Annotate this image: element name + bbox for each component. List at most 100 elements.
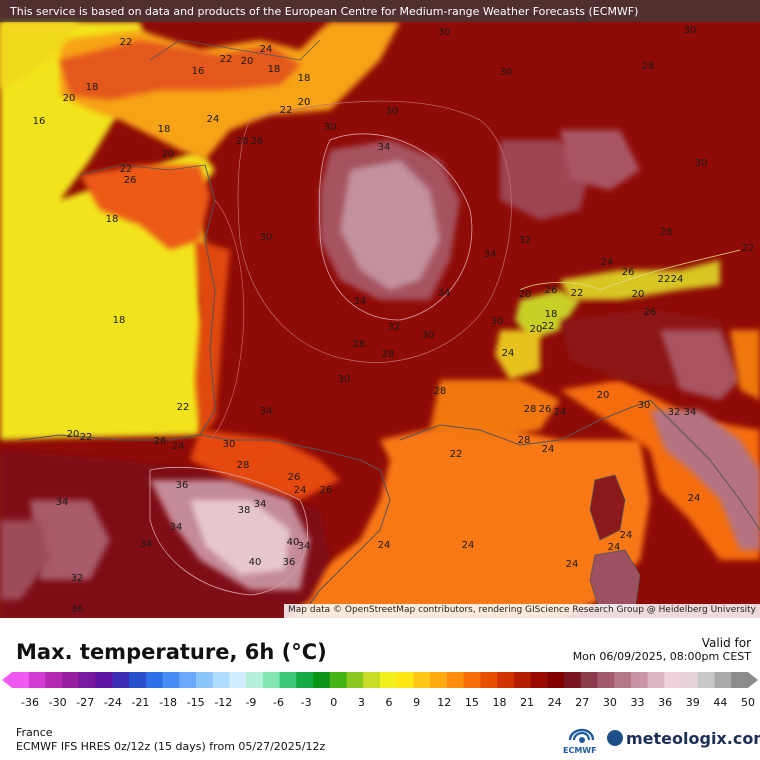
scale-tick-label: -36	[21, 696, 39, 709]
map-temp-label: 30	[222, 439, 236, 450]
legend-panel: Max. temperature, 6h (°C) Valid for Mon …	[0, 618, 760, 760]
scale-swatch	[480, 672, 498, 688]
ecmwf-logo-icon	[568, 728, 595, 743]
scale-tick-label: -21	[131, 696, 149, 709]
map-temp-label: 24	[377, 540, 391, 551]
map-temp-label: 24	[607, 542, 621, 553]
scale-swatch	[497, 672, 515, 688]
map-temp-label: 24	[171, 441, 185, 452]
scale-swatch	[697, 672, 716, 688]
map-temp-label: 28	[352, 339, 366, 350]
map-temp-label: 32	[518, 235, 532, 246]
scale-tick-label: -15	[187, 696, 205, 709]
valid-for-label: Valid for	[701, 636, 751, 650]
map-temp-label: 30	[385, 106, 399, 117]
scale-tick-label: 44	[713, 696, 727, 709]
map-temp-label: 18	[85, 82, 99, 93]
scale-swatch	[262, 672, 281, 688]
map-temp-label: 20	[518, 289, 532, 300]
map-temp-label: 22	[79, 432, 93, 443]
map-temp-label: 28	[433, 386, 447, 397]
scale-swatch	[145, 672, 164, 688]
legend-title: Max. temperature, 6h (°C)	[16, 640, 327, 664]
map-temp-label: 18	[112, 315, 126, 326]
scale-swatch	[112, 672, 130, 688]
map-temp-label: 28	[523, 404, 537, 415]
map-temp-label: 26	[538, 404, 552, 415]
map-temp-label: 20	[161, 149, 175, 160]
map-temp-label: 20	[596, 390, 610, 401]
map-temp-label: 20	[631, 289, 645, 300]
scale-swatch	[162, 672, 180, 688]
scale-swatch	[630, 672, 649, 688]
scale-swatch	[580, 672, 598, 688]
map-temp-label: 24	[501, 348, 515, 359]
scale-tick-label: 27	[575, 696, 589, 709]
map-temp-label: 22	[119, 164, 133, 175]
scale-swatch	[396, 672, 414, 688]
map-temp-label: 22	[176, 402, 190, 413]
scale-swatch	[279, 672, 297, 688]
map-temp-label: 24	[600, 257, 614, 268]
meteologix-logo[interactable]: meteologix.com	[607, 728, 760, 750]
map-temp-label: 36	[282, 557, 296, 568]
temperature-map[interactable]: 22 24 16 22 20 18 18 20 22 20 18 16 18 24 20 28 26 30 34 22…	[0, 0, 760, 618]
disclaimer-banner: This service is based on data and produc…	[0, 0, 760, 22]
scale-swatch	[647, 672, 665, 688]
map-temp-label: 30	[490, 316, 504, 327]
map-temp-label: 34	[683, 407, 697, 418]
region-label: France	[16, 726, 53, 739]
map-temp-label: 36	[175, 480, 189, 491]
scale-swatch	[614, 672, 632, 688]
scale-tick-label: -30	[49, 696, 67, 709]
map-temp-label: 16	[32, 116, 46, 127]
map-field	[0, 22, 760, 618]
scale-tick-label: -27	[76, 696, 94, 709]
map-temp-label: 34	[169, 522, 183, 533]
meteologix-globe-icon	[607, 730, 623, 746]
scale-tick-label: 33	[631, 696, 645, 709]
map-temp-label: 30	[421, 330, 435, 341]
scale-tick-label: 12	[437, 696, 451, 709]
map-temp-label: 22	[657, 274, 671, 285]
scale-swatch	[530, 672, 548, 688]
map-temp-label: 30	[259, 232, 273, 243]
scale-swatch	[62, 672, 80, 688]
map-temp-label: 34	[259, 406, 273, 417]
map-temp-label: 20	[297, 97, 311, 108]
map-temp-label: 34	[139, 539, 153, 550]
map-temp-label: 24	[619, 530, 633, 541]
map-temp-label: 30	[637, 400, 651, 411]
map-temp-label: 28	[236, 460, 250, 471]
scale-swatch	[664, 672, 682, 688]
scale-swatch	[564, 672, 582, 688]
map-temp-label: 24	[670, 274, 684, 285]
scale-tick-label: -6	[273, 696, 284, 709]
map-temp-label: 32	[667, 407, 681, 418]
map-attribution[interactable]: Map data © OpenStreetMap contributors, r…	[284, 604, 760, 618]
scale-swatch	[731, 672, 749, 688]
map-temp-label: 40	[248, 557, 262, 568]
map-temp-label: 28	[517, 435, 531, 446]
map-temp-label: 22	[570, 288, 584, 299]
map-temp-label: 40	[286, 537, 300, 548]
map-temp-label: 24	[293, 485, 307, 496]
map-temp-label: 34	[437, 288, 451, 299]
map-temp-label: 18	[297, 73, 311, 84]
scale-swatch	[446, 672, 465, 688]
meteologix-brand: meteologix.com	[626, 729, 760, 748]
map-temp-label: 22	[119, 37, 133, 48]
scale-tick-label: -3	[301, 696, 312, 709]
map-temp-label: 38	[237, 505, 251, 516]
scale-swatch	[28, 672, 46, 688]
scale-swatch	[329, 672, 348, 688]
map-temp-label: 24	[687, 493, 701, 504]
map-temp-label: 34	[55, 497, 69, 508]
scale-swatch	[463, 672, 481, 688]
scale-swatch	[363, 672, 381, 688]
map-temp-label: 20	[66, 429, 80, 440]
map-temp-label: 34	[483, 249, 497, 260]
scale-tick-label: -18	[159, 696, 177, 709]
scale-tick-label: 39	[686, 696, 700, 709]
map-temp-label: 30	[337, 374, 351, 385]
